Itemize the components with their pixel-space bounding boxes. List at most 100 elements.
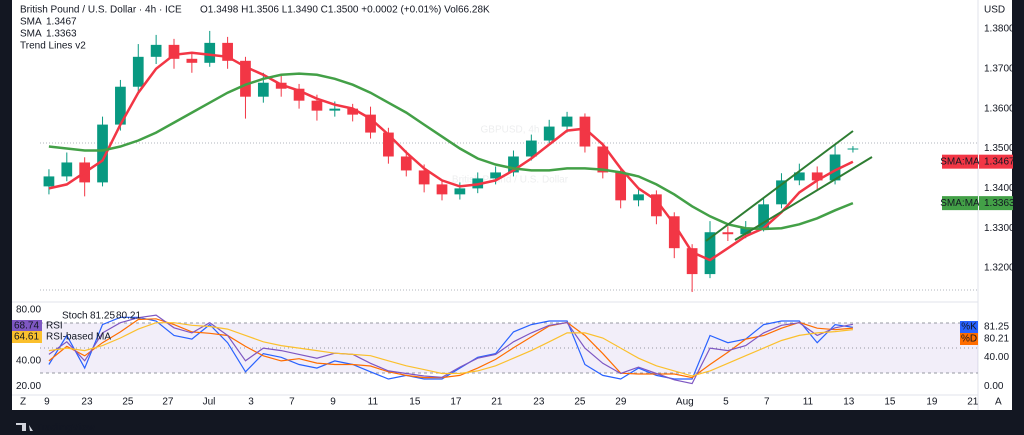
auto-scale-button[interactable]: A: [995, 397, 1002, 408]
x-tick-label: 9: [330, 397, 336, 408]
candle-body: [740, 228, 752, 235]
price-tag-name: SMA:MA: [940, 156, 980, 167]
x-tick-label: 11: [803, 397, 814, 408]
indicator-name: Trend Lines v2: [20, 41, 86, 52]
candle-body: [347, 108, 359, 115]
candle-body: [847, 148, 859, 150]
candle-body: [579, 116, 591, 147]
x-tick-label: 17: [450, 397, 462, 408]
candle-body: [704, 232, 716, 275]
x-tick-label: 15: [409, 397, 421, 408]
x-tick-label: 21: [491, 397, 503, 408]
y2-tick-label: 40.00: [16, 355, 41, 366]
price-tag-value: 1.3363: [984, 198, 1015, 209]
candle-body: [61, 162, 73, 177]
legend-name: SMA: [20, 17, 42, 28]
legend-value: 80.21: [116, 311, 141, 322]
candle-body: [115, 86, 126, 125]
y-tick-label: 1.3800: [984, 24, 1015, 35]
osc-left-tag-bg: [12, 320, 42, 332]
price-tag-bg: [979, 196, 1013, 211]
x-tick-label: 15: [884, 397, 896, 408]
price-tag-bg: [942, 196, 978, 211]
candle-body: [97, 124, 108, 183]
y-tick-label: 1.3300: [984, 223, 1015, 234]
trend-line-lower: [734, 156, 873, 241]
legend-name: SMA: [20, 29, 42, 40]
price-tag-bg: [942, 154, 978, 169]
y-tick-label: 1.3200: [984, 263, 1015, 274]
y-tick-label: 1.3400: [984, 183, 1015, 194]
y-tick-label: 0.00: [984, 381, 1004, 392]
x-tick-label: 5: [723, 397, 729, 408]
osc-tag-name: %K: [961, 322, 977, 333]
x-tick-label: 29: [615, 397, 627, 408]
candle-body: [454, 188, 466, 195]
x-tick-label: 25: [122, 397, 134, 408]
sma-line: [48, 72, 854, 231]
candle-body: [561, 116, 573, 127]
x-tick-label: 25: [574, 397, 586, 408]
x-tick-label: 23: [533, 397, 545, 408]
candle-body: [329, 108, 341, 111]
brand-logo: [16, 423, 33, 431]
candle-body: [525, 140, 537, 157]
watermark-title: GBPUSD, 4h: [481, 125, 540, 136]
candle-body: [722, 232, 734, 235]
candle-body: [293, 88, 305, 101]
x-tick-label: 21: [967, 397, 979, 408]
x-tick-label: Aug: [676, 397, 694, 408]
ohlc-readout: O1.3498 H1.3506 L1.3490 C1.3500 +0.0002 …: [200, 5, 490, 16]
candle-body: [150, 44, 162, 57]
candle-body: [400, 156, 412, 171]
x-tick-label: 3: [248, 397, 254, 408]
price-tag-name: SMA:MA: [940, 198, 980, 209]
candle-body: [793, 172, 805, 181]
candle-body: [186, 58, 198, 63]
oscillator-line: [48, 322, 853, 377]
x-tick-label: 7: [289, 397, 295, 408]
x-tick-label: 7: [764, 397, 770, 408]
legend-value: 1.3363: [46, 29, 77, 40]
y2-tick-label: 20.00: [16, 381, 41, 392]
osc-tag-bg: [960, 321, 978, 333]
x-tick-label: 11: [368, 397, 379, 408]
oscillator-line: [48, 314, 854, 385]
candle-body: [668, 216, 680, 249]
legend-name: RSI-based MA: [46, 332, 111, 343]
candle-body: [811, 172, 823, 181]
candle-body: [418, 170, 430, 185]
candle-body: [633, 194, 644, 201]
legend-name: Stoch: [62, 311, 88, 322]
candle-body: [365, 114, 376, 133]
chart-title: British Pound / U.S. Dollar · 4h · ICE: [20, 5, 182, 16]
candle-body: [257, 82, 269, 97]
candle-body: [436, 184, 448, 195]
y2-tick-label: 80.00: [16, 305, 41, 316]
candle-body: [204, 42, 216, 63]
candle-body: [829, 154, 841, 181]
osc-tag-name: %D: [961, 334, 977, 345]
osc-left-tag-bg: [12, 331, 42, 343]
candle-body: [132, 56, 144, 87]
candle-body: [651, 194, 662, 217]
footer-bar: [12, 410, 1012, 435]
candle-body: [490, 172, 501, 179]
price-tag-bg: [979, 154, 1013, 169]
zoom-button[interactable]: Z: [20, 397, 26, 408]
watermark-subtitle: British Pound / U.S. Dollar: [452, 175, 569, 186]
candle-body: [508, 156, 519, 173]
x-tick-label: 23: [81, 397, 93, 408]
brand-name: TradingView: [36, 423, 95, 434]
candle-body: [543, 126, 555, 141]
trend-line-upper: [705, 130, 854, 242]
price-unit: USD: [984, 5, 1005, 16]
x-tick-label: 19: [926, 397, 938, 408]
osc-left-tag-value: 68.74: [14, 321, 39, 332]
oscillator-line: [48, 318, 853, 379]
candle-body: [686, 248, 698, 275]
osc-tag-bg: [960, 333, 978, 345]
price-tag-value: 1.3467: [984, 156, 1015, 167]
x-tick-label: 9: [44, 397, 50, 408]
